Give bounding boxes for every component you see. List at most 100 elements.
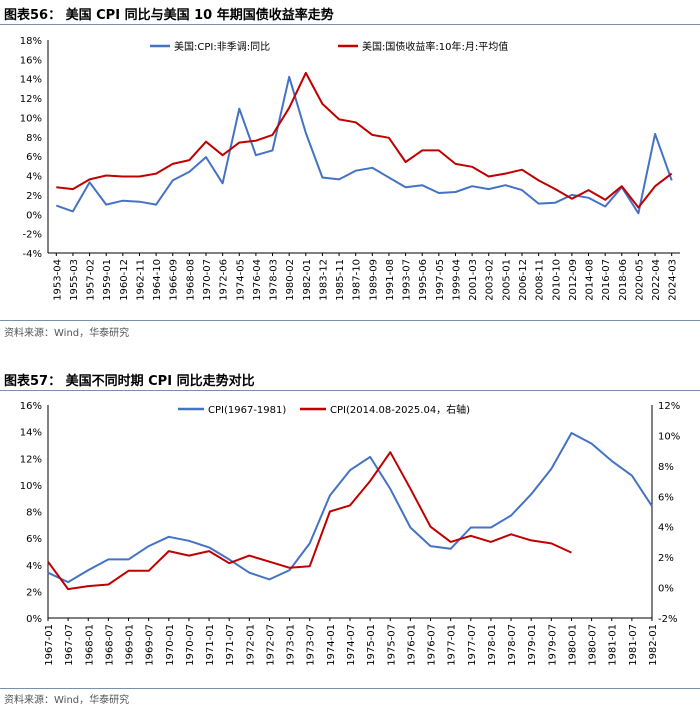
chart1-x-tick-label: 1959-01 bbox=[102, 259, 113, 301]
chart1-x-tick-label: 2020-05 bbox=[634, 259, 645, 301]
chart1-x-tick-label: 1995-06 bbox=[418, 259, 429, 301]
chart2-y-left-tick-label: 8% bbox=[26, 508, 42, 519]
chart1-y-tick-label: 12% bbox=[20, 94, 42, 105]
chart1-x-tick-label: 1993-07 bbox=[402, 259, 413, 301]
chart1-y-tick-label: 2% bbox=[26, 191, 42, 202]
chart1-y-tick-label: 6% bbox=[26, 152, 42, 163]
chart1-x-tick-label: 1970-07 bbox=[202, 259, 213, 301]
chart2-y-right-tick-label: 8% bbox=[658, 462, 674, 473]
chart2-legend-label: CPI(1967-1981) bbox=[208, 405, 286, 416]
chart2-x-tick-label: 1975-07 bbox=[386, 624, 397, 666]
chart2-y-right-tick-label: -2% bbox=[658, 614, 677, 625]
chart1-plot: -4% -2% 0% 2% 4% 6% 8% 10% 12% 14% 16% 18% 1953-04 19… bbox=[20, 36, 680, 301]
chart2-source: 资料来源：Wind，华泰研究 bbox=[4, 695, 130, 706]
chart1-x-tick-label: 1985-11 bbox=[335, 259, 346, 301]
chart1-x-tick-label: 1982-01 bbox=[302, 259, 313, 301]
chart2-y-right-tick-label: 4% bbox=[658, 523, 674, 534]
chart1-x-tick-label: 1991-08 bbox=[385, 259, 396, 301]
chart2-x-tick-label: 1969-07 bbox=[145, 624, 156, 666]
chart1-y-tick-label: 0% bbox=[26, 210, 42, 221]
chart2-legend-label: CPI(2014.08-2025.04，右轴) bbox=[330, 403, 470, 416]
chart1-x-tick-label: 2022-04 bbox=[651, 259, 662, 301]
chart2-x-tick-label: 1982-01 bbox=[648, 624, 659, 666]
chart2-x-tick-label: 1980-01 bbox=[567, 624, 578, 666]
chart1-x-tick-label: 2016-07 bbox=[601, 259, 612, 301]
chart1-x-tick-label: 2008-11 bbox=[535, 259, 546, 301]
chart2-y-left-tick-label: 10% bbox=[20, 481, 42, 492]
chart2-x-tick-label: 1979-01 bbox=[527, 624, 538, 666]
chart1-x-tick-label: 2014-08 bbox=[585, 259, 596, 301]
chart2-y-right-tick-label: 0% bbox=[658, 584, 674, 595]
chart1-x-tick-label: 1976-04 bbox=[252, 259, 263, 301]
chart2-x-tick-label: 1981-01 bbox=[608, 624, 619, 666]
chart1-x-tick-label: 1966-09 bbox=[169, 259, 180, 301]
chart1-x-tick-label: 1968-08 bbox=[185, 259, 196, 301]
chart2-x-tick-label: 1980-07 bbox=[588, 624, 599, 666]
chart1-series-cpi-line bbox=[55, 75, 673, 215]
chart2-x-tick-label: 1971-01 bbox=[205, 624, 216, 666]
chart2-y-right-tick-label: 2% bbox=[658, 553, 674, 564]
chart2-y-right-tick-label: 10% bbox=[658, 431, 680, 442]
chart2-x-tick-label: 1974-07 bbox=[346, 624, 357, 666]
chart2-x-tick-label: 1974-01 bbox=[326, 624, 337, 666]
chart1-x-tick-label: 1955-03 bbox=[69, 259, 80, 301]
chart1-x-tick-label: 2018-06 bbox=[618, 259, 629, 301]
chart1-x-tick-label: 1978-03 bbox=[269, 259, 280, 301]
chart2-x-tick-label: 1967-01 bbox=[44, 624, 55, 666]
chart1-x-tick-label: 1989-09 bbox=[368, 259, 379, 301]
chart2-x-tick-label: 1977-01 bbox=[447, 624, 458, 666]
chart1-x-tick-label: 1972-06 bbox=[219, 259, 230, 301]
chart1-y-tick-label: 18% bbox=[20, 36, 42, 47]
chart1-y-tick-label: 10% bbox=[20, 113, 42, 124]
chart2-x-tick-label: 1978-01 bbox=[487, 624, 498, 666]
chart2-x-tick-label: 1973-07 bbox=[306, 624, 317, 666]
chart2-plot: 0% 2% 4% 6% 8% 10% 12% 14% 16% -2% 0% 2% 4% 6% 8% 10% 12… bbox=[20, 401, 680, 666]
chart1-x-tick-label: 2010-10 bbox=[551, 259, 562, 301]
chart2-x-tick-label: 1981-07 bbox=[628, 624, 639, 666]
chart2-x-tick-label: 1977-07 bbox=[467, 624, 478, 666]
chart1-x-tick-label: 1957-02 bbox=[86, 259, 97, 301]
chart2-bottom-rule bbox=[0, 688, 700, 689]
chart2-x-tick-label: 1978-07 bbox=[507, 624, 518, 666]
chart1-y-tick-label: 8% bbox=[26, 133, 42, 144]
chart2-x-tick-label: 1969-01 bbox=[125, 624, 136, 666]
chart1-bottom-rule bbox=[0, 320, 700, 321]
chart1-y-tick-label: 14% bbox=[20, 75, 42, 86]
chart1-legend-label: 美国:国债收益率:10年:月:平均值 bbox=[362, 40, 508, 53]
chart1-x-tick-label: 1987-10 bbox=[352, 259, 363, 301]
chart1-series-yield-line bbox=[56, 71, 673, 209]
chart1-y-tick-label: 16% bbox=[20, 55, 42, 66]
chart1-x-tick-label: 1960-12 bbox=[119, 259, 130, 301]
chart1-y-tick-label: -2% bbox=[23, 230, 42, 241]
chart1-x-tick-label: 1999-04 bbox=[451, 259, 462, 301]
chart1-x-tick-label: 2001-03 bbox=[468, 259, 479, 301]
chart1-x-tick-label: 1983-12 bbox=[318, 259, 329, 301]
chart1-x-tick-label: 2006-12 bbox=[518, 259, 529, 301]
chart2-y-left-tick-label: 2% bbox=[26, 587, 42, 598]
chart1-top-rule bbox=[0, 24, 700, 25]
chart1-x-tick-label: 1997-05 bbox=[435, 259, 446, 301]
chart1-y-tick-label: -4% bbox=[23, 249, 42, 260]
chart2-title: 图表57： 美国不同时期 CPI 同比走势对比 bbox=[4, 374, 255, 389]
chart1-x-tick-label: 1980-02 bbox=[285, 259, 296, 301]
chart2-y-left-tick-label: 0% bbox=[26, 614, 42, 625]
chart2-x-tick-label: 1971-07 bbox=[225, 624, 236, 666]
chart2-y-right-tick-label: 12% bbox=[658, 401, 680, 412]
chart1-title: 图表56： 美国 CPI 同比与美国 10 年期国债收益率走势 bbox=[4, 8, 334, 23]
chart2-y-left-tick-label: 6% bbox=[26, 534, 42, 545]
chart1-x-tick-label: 1962-11 bbox=[135, 259, 146, 301]
chart2-x-tick-label: 1972-07 bbox=[265, 624, 276, 666]
chart1-source: 资料来源：Wind，华泰研究 bbox=[4, 328, 130, 339]
chart2-x-tick-label: 1968-07 bbox=[104, 624, 115, 666]
chart1-x-tick-label: 2012-09 bbox=[568, 259, 579, 301]
chart2-y-right-tick-label: 6% bbox=[658, 492, 674, 503]
chart2-series-1967-line bbox=[47, 432, 653, 584]
chart2-y-left-tick-label: 4% bbox=[26, 561, 42, 572]
chart1-x-tick-label: 2005-01 bbox=[501, 259, 512, 301]
chart2-top-rule bbox=[0, 390, 700, 391]
chart2-x-tick-label: 1976-01 bbox=[406, 624, 417, 666]
chart1-x-tick-label: 1964-10 bbox=[152, 259, 163, 301]
chart1-x-tick-label: 1953-04 bbox=[52, 259, 63, 301]
chart1-y-tick-label: 4% bbox=[26, 172, 42, 183]
chart1-x-tick-label: 2024-03 bbox=[668, 259, 679, 301]
